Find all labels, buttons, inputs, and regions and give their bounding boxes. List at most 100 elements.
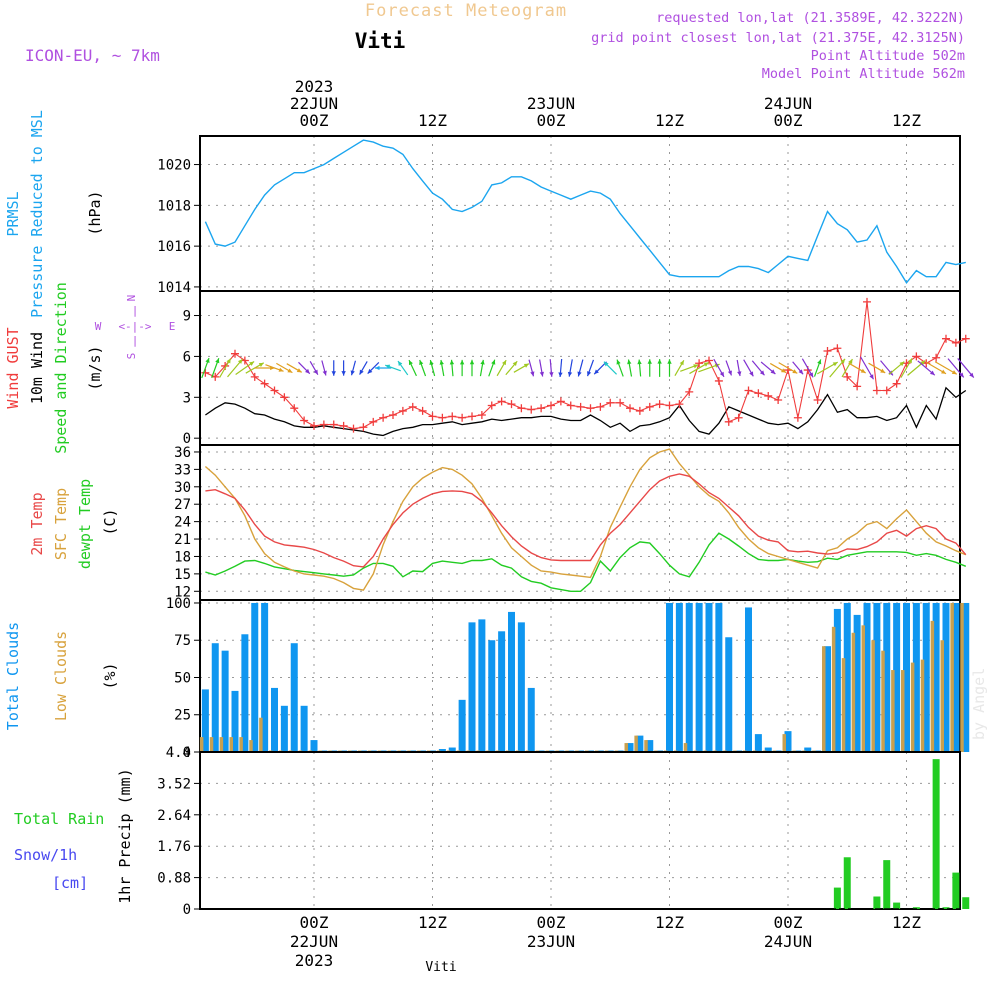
wind-arrow-head [848, 359, 853, 365]
gust-marker [477, 411, 486, 420]
total-cloud-bar [745, 607, 752, 752]
wind-arrow [667, 359, 672, 377]
y-tick-label: 1020 [157, 158, 191, 174]
total-cloud-bar [646, 740, 654, 752]
wind-arrow [513, 363, 530, 373]
wind-arrow-head [792, 369, 798, 374]
wind-arrow [792, 361, 804, 375]
wind-arrow [947, 358, 965, 378]
wind-arrow [917, 360, 936, 376]
wind-arrow [888, 361, 905, 375]
wind-arrow-head [459, 359, 465, 365]
wind-arrow-head [469, 359, 475, 365]
gust-marker [665, 401, 674, 410]
cloud-bar [861, 602, 871, 752]
wind-arrow [479, 359, 485, 377]
total-cloud-bar [804, 747, 812, 752]
wind-arrow [558, 358, 563, 378]
cloud-bar [871, 602, 881, 752]
total-cloud-bar [824, 646, 831, 752]
wind-arrow-head [258, 362, 264, 367]
compass-s: S [125, 353, 138, 360]
temp-2m-axis-label: 2m Temp [28, 492, 46, 555]
top-time-label: 24JUN [764, 94, 812, 113]
sfc-temp-axis-label: SFC Temp [52, 488, 70, 560]
wind-arrow-head [759, 370, 765, 376]
top-time-label: 22JUN [290, 94, 338, 113]
y-tick-label: 0.88 [157, 871, 191, 887]
total-cloud-bar [695, 602, 703, 752]
cloud-bar [752, 734, 762, 752]
cloud-bar [515, 622, 525, 752]
total-cloud-bar [952, 602, 960, 752]
rain-bar [952, 872, 960, 909]
low-cloud-bar [644, 740, 648, 752]
cloud-bar [288, 643, 298, 752]
wind-arrow-head [899, 361, 905, 367]
cloud-bar [723, 637, 733, 752]
gust-marker [398, 406, 407, 415]
cloud-bar [920, 602, 930, 752]
wind-arrow-head [278, 367, 284, 372]
bottom-time-label: 23JUN [527, 932, 575, 951]
gust-marker [596, 402, 605, 411]
total-cloud-bar [261, 602, 269, 752]
gust-marker [882, 386, 891, 395]
gust-marker [458, 413, 467, 422]
cloud-bar [822, 646, 831, 752]
compass-line: | [132, 304, 139, 317]
wind-arrow [813, 359, 822, 377]
gust-marker [319, 420, 328, 429]
cloud-bar [930, 602, 940, 752]
total-cloud-bar [527, 687, 535, 752]
wind-gust-axis-label: Wind GUST [4, 327, 22, 408]
y-tick-label: 0 [183, 431, 191, 447]
gust-marker [863, 297, 871, 306]
gust-marker [942, 334, 950, 343]
gust-marker [537, 404, 546, 413]
cloud-bar [525, 687, 535, 752]
cloud-bar [249, 602, 259, 752]
total-cloud-bar [903, 602, 910, 752]
y-tick-label: 1016 [157, 239, 191, 255]
wind-arrow-head [679, 360, 684, 366]
low-cloud-bar [209, 737, 214, 752]
cloud-bar [476, 619, 486, 752]
gust-marker [626, 404, 634, 413]
wind-arrow-head [929, 370, 935, 376]
wind-arrow [397, 360, 409, 376]
panels: 1014 1016 1018 1020 PRMSL Pressure Reduced to… [4, 110, 975, 918]
wind-arrow-head [781, 368, 787, 373]
y-tick-label: 0 [183, 902, 191, 918]
gust-marker [932, 353, 941, 362]
bottom-time-label: 2023 [295, 951, 334, 970]
cloud-bar [496, 631, 506, 752]
total-cloud-bar [448, 747, 456, 752]
wind-arrow [367, 361, 380, 375]
wind-arrow-head [419, 360, 424, 365]
gust-marker [695, 359, 704, 368]
wind-arrow [309, 361, 319, 375]
cloud-bar [199, 689, 209, 752]
wind-arrow-head [770, 369, 776, 374]
gust-marker [250, 372, 259, 381]
gust-marker [270, 386, 279, 395]
wind-arrow [616, 359, 624, 377]
wind-arrow-head [237, 359, 243, 364]
gust-marker [290, 404, 299, 413]
cloud-bar [831, 608, 841, 752]
gust-marker [853, 382, 862, 391]
y-tick-label: 3.52 [157, 776, 191, 792]
wind-arrow-head [637, 359, 642, 365]
wind-arrow [769, 362, 787, 374]
low-cloud-bar [851, 632, 856, 752]
wind-arrow-head [817, 359, 822, 365]
rain-bar [833, 887, 841, 909]
wind-arrow [439, 359, 445, 377]
y-tick-label: 24 [174, 515, 191, 531]
gust-marker [408, 402, 417, 411]
wind-arrow-head [727, 370, 732, 376]
cloud-bar [278, 705, 288, 752]
bottom-time-label: 00Z [774, 913, 803, 932]
